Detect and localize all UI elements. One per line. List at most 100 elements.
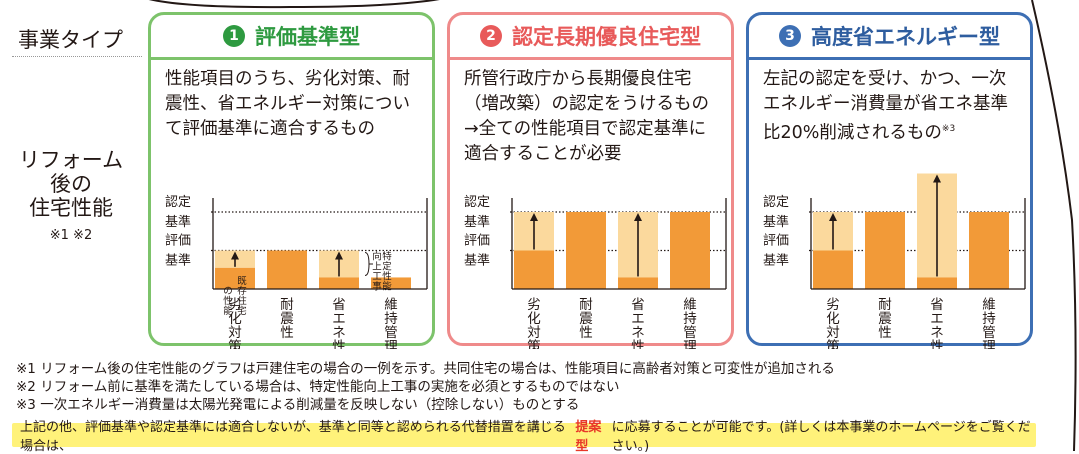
bar-existing [371, 277, 411, 289]
char: の [223, 286, 233, 297]
char: 能 [382, 281, 392, 293]
char: 向 [372, 251, 382, 263]
card-description: 左記の認定を受け、かつ、一次 エネルギー消費量が省エネ基準 比20%削減されるも… [763, 67, 1020, 146]
char: 震 [280, 311, 294, 327]
card-evaluation-type: 1 評価基準型 性能項目のうち、劣化対策、耐 震性、省エネルギー対策につい て評… [148, 12, 435, 349]
proposal-type-banner: 上記の他、評価基準や認定基準には適合しないが、基準と同等と認められる代替措置を講… [12, 420, 1036, 454]
top-decoration [148, 0, 440, 9]
char: 対 [228, 325, 242, 341]
char: 劣 [228, 297, 242, 313]
perf-label-line2: 後の [50, 172, 92, 196]
char: 省 [930, 297, 944, 313]
char: 管 [982, 325, 996, 341]
card-description: 所管行政庁から長期優良住宅 （増改築）の認定をうけるもの →全ての性能項目で認定… [464, 67, 721, 167]
char: 耐 [878, 297, 892, 313]
char: 持 [683, 311, 697, 327]
card-number-badge: 2 [480, 25, 502, 47]
char: 性 [930, 339, 944, 349]
card-description: 性能項目のうち、劣化対策、耐 震性、省エネルギー対策につい て評価基準に適合する… [165, 67, 422, 142]
char: 性 [579, 325, 593, 341]
card-high-energy-type: 3 高度省エネルギー型 左記の認定を受け、かつ、一次 エネルギー消費量が省エネ基… [746, 12, 1033, 349]
char: ネ [631, 325, 645, 341]
char: 特 [382, 251, 392, 263]
char: 理 [982, 339, 996, 349]
char: 事 [372, 281, 382, 293]
card-header: 1 評価基準型 [151, 15, 432, 60]
char: 管 [683, 325, 697, 341]
perf-label-line1: リフォーム [18, 148, 124, 172]
char: 管 [384, 325, 398, 341]
y-tick-label: 評価 [165, 234, 191, 249]
char: 対 [826, 325, 840, 341]
card-header: 3 高度省エネルギー型 [749, 15, 1030, 60]
char: 性 [631, 339, 645, 349]
char: 維 [982, 297, 996, 313]
char: 劣 [527, 297, 541, 313]
footnote-3: ※3 一次エネルギー消費量は太陽光発電による削減量を反映しない（控除しない）もの… [16, 397, 580, 413]
x-tick-label: 劣化対策 [228, 297, 242, 349]
arrow-head [634, 213, 642, 221]
char: エ [930, 311, 944, 327]
char: 工 [372, 272, 382, 283]
bar-existing [813, 250, 853, 289]
char: 持 [982, 311, 996, 327]
x-tick-label: 劣化対策 [826, 297, 840, 349]
char: 策 [826, 338, 840, 349]
y-tick-label: 認定 [464, 194, 490, 210]
arrow-head [335, 251, 343, 260]
y-tick-label: 基準 [464, 253, 490, 269]
char: 住 [237, 295, 247, 307]
y-tick-label: 基準 [763, 214, 789, 230]
char: 省 [332, 297, 346, 313]
x-tick-label: 劣化対策 [527, 297, 541, 349]
char: 維 [683, 297, 697, 313]
banner-highlight: 提案型 [575, 420, 602, 454]
existing-performance-label: の性能 [223, 286, 233, 317]
x-tick-label: 耐震性 [878, 297, 892, 341]
char: 性 [332, 339, 346, 349]
y-tick-label: 基準 [763, 253, 789, 269]
char: 震 [878, 311, 892, 327]
bar-existing [319, 277, 359, 289]
char: 化 [826, 311, 840, 327]
card-title: 評価基準型 [255, 25, 360, 49]
char: 化 [228, 311, 242, 327]
char: ネ [930, 325, 944, 341]
bar-existing [566, 212, 606, 289]
bar-existing [917, 277, 957, 289]
bar-existing [215, 267, 255, 289]
arrow-head [829, 213, 837, 221]
perf-label-notes: ※1 ※2 [49, 228, 93, 243]
card-description-text: 所管行政庁から長期優良住宅 （増改築）の認定をうけるもの →全ての性能項目で認定… [464, 69, 709, 164]
row-label-type: 事業タイプ [18, 28, 123, 52]
improvement-work-label: 向上工事 [372, 251, 382, 293]
right-decoration [1031, 0, 1077, 451]
card-description-footnote: ※3 [941, 124, 956, 134]
char: エ [332, 311, 346, 327]
card-title: 認定長期優良住宅型 [512, 25, 701, 49]
char: 宅 [237, 305, 247, 317]
bar-existing [514, 250, 554, 289]
char: 理 [683, 339, 697, 349]
char: 策 [228, 338, 242, 349]
x-tick-label: 耐震性 [280, 297, 294, 341]
bar-existing [267, 250, 307, 289]
card-description-text: 左記の認定を受け、かつ、一次 エネルギー消費量が省エネ基準 比20%削減されるも… [763, 69, 1008, 143]
y-tick-label: 評価 [464, 234, 490, 249]
bar-existing [670, 212, 710, 289]
char: 策 [527, 338, 541, 349]
improvement-work-label: 特定性能 [382, 251, 392, 293]
char: 性 [223, 295, 233, 307]
card-long-term-type: 2 認定長期優良住宅型 所管行政庁から長期優良住宅 （増改築）の認定をうけるもの… [447, 12, 734, 349]
perf-label-line3: 住宅性能 [29, 196, 113, 220]
bar-existing [969, 212, 1009, 289]
